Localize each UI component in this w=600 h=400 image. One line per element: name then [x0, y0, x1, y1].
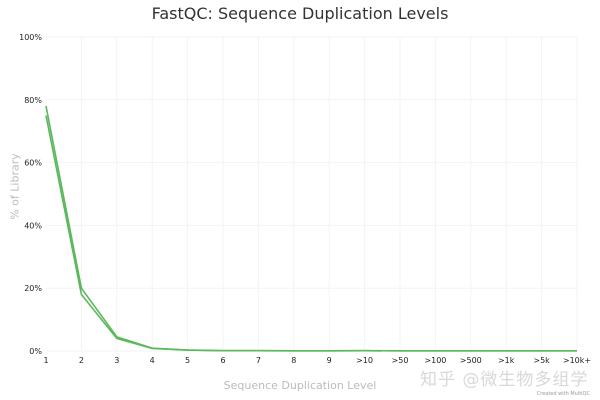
x-tick-label: >5k [533, 356, 550, 365]
y-tick-label: 40% [24, 221, 42, 230]
x-tick-label: >10 [356, 356, 373, 365]
x-tick-label: 3 [114, 356, 119, 365]
x-axis-label: Sequence Duplication Level [223, 379, 377, 392]
y-tick-label: 0% [29, 347, 42, 356]
x-tick-label: 7 [256, 356, 261, 365]
y-tick-label: 80% [24, 96, 42, 105]
x-tick-label: 1 [43, 356, 48, 365]
x-tick-label: 4 [150, 356, 155, 365]
credit-text: Created with MultiQC [536, 391, 590, 397]
x-tick-label: 8 [291, 356, 296, 365]
y-tick-label: 60% [24, 159, 42, 168]
chart-title: FastQC: Sequence Duplication Levels [151, 4, 449, 23]
y-tick-label: 20% [24, 284, 42, 293]
data-series-line[interactable] [45, 115, 577, 352]
y-tick-label: 100% [19, 33, 42, 42]
x-tick-label: >1k [498, 356, 515, 365]
x-tick-label: 5 [185, 356, 190, 365]
x-tick-label: >50 [392, 356, 409, 365]
watermark: 知乎 @微生物多组学 [420, 370, 589, 390]
x-tick-label: >500 [460, 356, 482, 365]
x-tick-label: 6 [220, 356, 225, 365]
data-series-line[interactable] [45, 105, 577, 352]
x-tick-label: >100 [424, 356, 446, 365]
x-tick-label: 9 [327, 356, 332, 365]
x-tick-label: 2 [79, 356, 84, 365]
x-tick-label: >10k+ [563, 356, 591, 365]
